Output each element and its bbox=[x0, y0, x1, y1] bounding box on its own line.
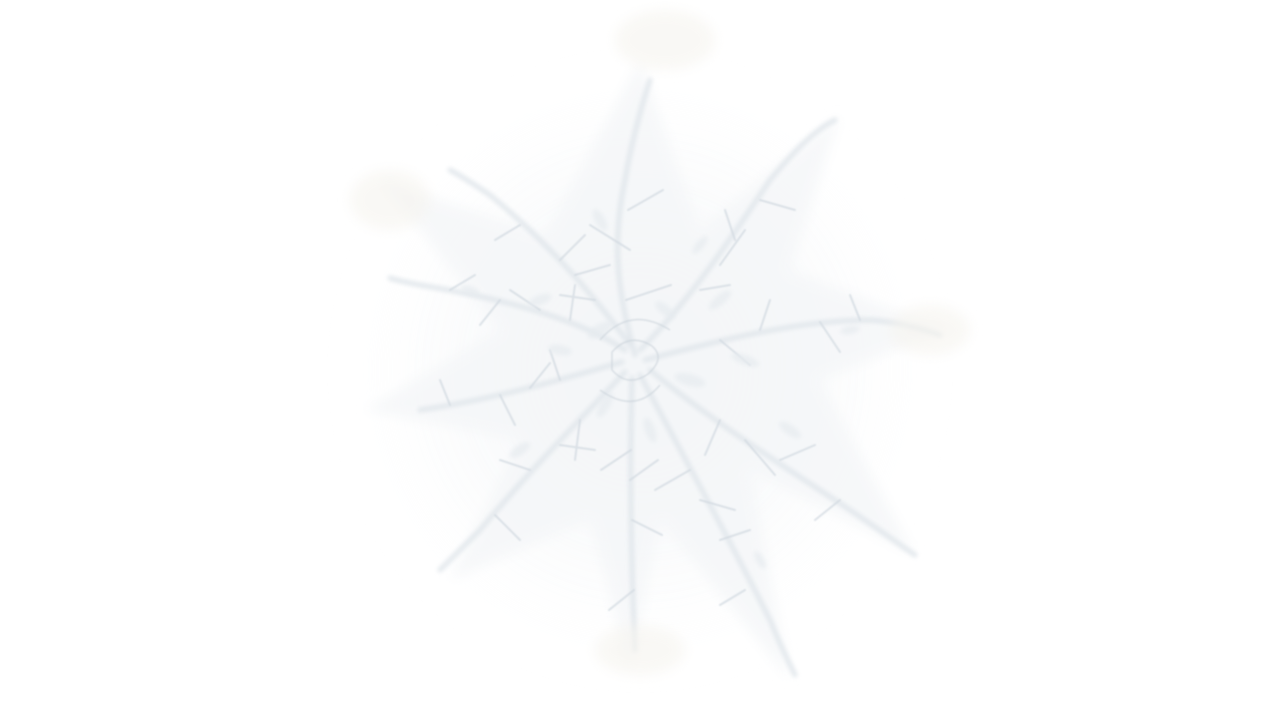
snowflake-branches bbox=[439, 189, 861, 611]
snowflake-texture bbox=[460, 209, 860, 569]
snowflake-arms bbox=[365, 60, 945, 680]
snowflake-core bbox=[599, 318, 671, 403]
snowflake-edge-tint bbox=[350, 10, 970, 675]
